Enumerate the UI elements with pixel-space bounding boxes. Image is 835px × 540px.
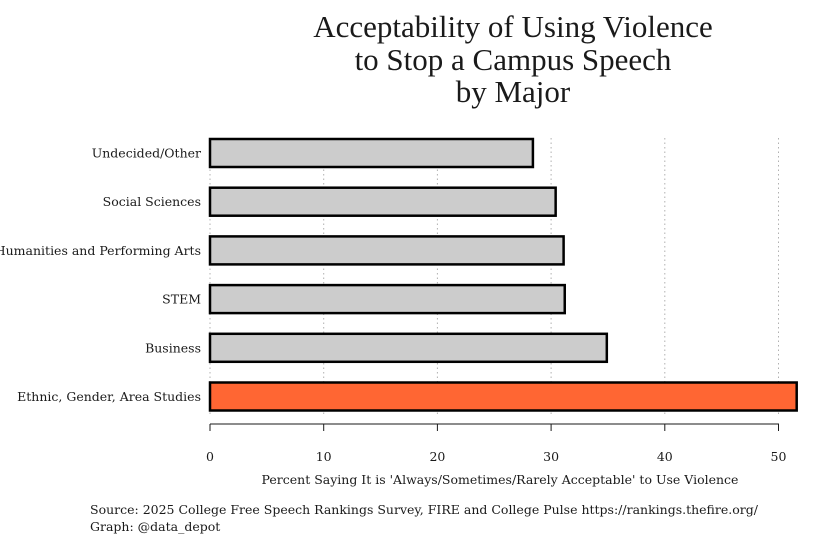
- x-tick-label: 20: [429, 449, 445, 464]
- category-label: Business: [145, 340, 201, 355]
- x-tick-label: 30: [543, 449, 559, 464]
- chart-title: Acceptability of Using Violence to Stop …: [313, 9, 713, 109]
- source-note: Source: 2025 College Free Speech Ranking…: [90, 502, 759, 517]
- title-line-2: to Stop a Campus Speech: [355, 42, 672, 77]
- bar: [208, 283, 566, 315]
- x-tick-label: 50: [771, 449, 787, 464]
- category-labels: Undecided/Other Social Sciences Humanities…: [0, 146, 201, 405]
- title-line-3: by Major: [456, 74, 571, 109]
- bar: [208, 235, 565, 266]
- x-tick-label: 40: [657, 449, 673, 464]
- bar-highlight: [208, 381, 798, 412]
- bar: [208, 186, 557, 217]
- category-label: Ethnic, Gender, Area Studies: [17, 389, 201, 404]
- category-label: Humanities and Performing Arts: [0, 243, 201, 258]
- category-label: Social Sciences: [103, 194, 201, 209]
- bar: [208, 332, 609, 364]
- x-tick-label: 0: [206, 449, 214, 464]
- category-label: Undecided/Other: [92, 146, 201, 161]
- bar: [208, 137, 535, 169]
- x-axis-ticks: 0 10 20 30 40 50: [206, 424, 786, 464]
- graph-credit: Graph: @data_depot: [90, 519, 220, 534]
- title-line-1: Acceptability of Using Violence: [313, 9, 713, 44]
- gridlines: [209, 138, 779, 415]
- category-label: STEM: [162, 292, 201, 307]
- bars: [208, 137, 798, 412]
- x-tick-label: 10: [316, 449, 332, 464]
- x-axis-title: Percent Saying It is 'Always/Sometimes/R…: [262, 472, 739, 487]
